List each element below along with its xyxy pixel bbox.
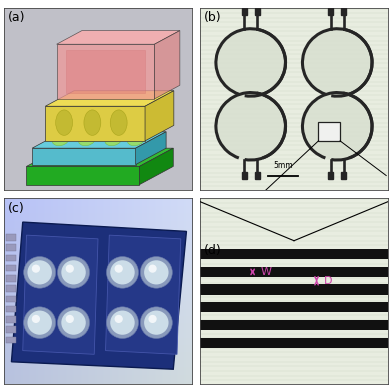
Bar xyxy=(6,296,16,302)
Polygon shape xyxy=(11,222,187,369)
Circle shape xyxy=(32,265,40,273)
Polygon shape xyxy=(56,44,154,99)
Circle shape xyxy=(65,265,74,273)
Bar xyxy=(200,284,388,295)
Circle shape xyxy=(61,310,86,335)
Text: W: W xyxy=(260,267,271,277)
Circle shape xyxy=(107,256,138,288)
Polygon shape xyxy=(56,31,180,44)
Circle shape xyxy=(140,307,172,338)
Circle shape xyxy=(27,260,52,284)
Polygon shape xyxy=(66,50,145,94)
Circle shape xyxy=(149,265,157,273)
Circle shape xyxy=(110,310,135,335)
Text: (b): (b) xyxy=(204,11,221,24)
Bar xyxy=(6,255,16,261)
Circle shape xyxy=(144,260,169,284)
Polygon shape xyxy=(32,132,166,148)
Circle shape xyxy=(140,256,172,288)
Bar xyxy=(200,267,388,277)
Circle shape xyxy=(65,315,74,323)
Text: 5mm: 5mm xyxy=(273,161,292,170)
Polygon shape xyxy=(27,148,173,166)
Circle shape xyxy=(144,310,169,335)
Bar xyxy=(6,265,16,272)
Circle shape xyxy=(216,93,285,160)
Polygon shape xyxy=(154,31,180,99)
Bar xyxy=(341,172,347,179)
Circle shape xyxy=(110,260,135,284)
Bar xyxy=(200,338,388,348)
Ellipse shape xyxy=(52,134,69,146)
Circle shape xyxy=(114,315,123,323)
Circle shape xyxy=(27,310,52,335)
Polygon shape xyxy=(32,148,136,165)
Bar xyxy=(241,172,247,179)
Text: (c): (c) xyxy=(8,202,24,215)
Bar xyxy=(255,8,260,15)
Circle shape xyxy=(149,315,157,323)
Bar xyxy=(6,286,16,292)
Circle shape xyxy=(32,315,40,323)
Circle shape xyxy=(24,307,56,338)
Circle shape xyxy=(216,29,285,96)
Circle shape xyxy=(114,265,123,273)
Bar xyxy=(318,122,340,141)
Bar xyxy=(6,306,16,312)
Bar xyxy=(6,275,16,282)
Circle shape xyxy=(24,256,56,288)
Circle shape xyxy=(58,256,89,288)
Bar xyxy=(6,244,16,251)
Ellipse shape xyxy=(78,134,95,146)
Text: D: D xyxy=(324,276,332,286)
Polygon shape xyxy=(45,106,145,141)
Bar xyxy=(200,302,388,312)
Bar xyxy=(328,172,333,179)
Bar xyxy=(328,8,333,15)
Ellipse shape xyxy=(110,110,127,135)
Ellipse shape xyxy=(84,110,101,135)
Polygon shape xyxy=(23,235,98,354)
Ellipse shape xyxy=(127,134,144,146)
Ellipse shape xyxy=(56,110,73,135)
Bar xyxy=(200,249,388,259)
Polygon shape xyxy=(140,148,173,185)
Bar xyxy=(341,8,347,15)
Bar xyxy=(241,8,247,15)
Bar xyxy=(255,172,260,179)
Text: (d): (d) xyxy=(204,244,221,258)
Polygon shape xyxy=(145,91,174,141)
Circle shape xyxy=(303,29,372,96)
Polygon shape xyxy=(105,235,181,354)
Circle shape xyxy=(61,260,86,284)
Polygon shape xyxy=(45,91,174,106)
Text: (a): (a) xyxy=(8,11,25,24)
Bar xyxy=(6,337,16,343)
Polygon shape xyxy=(136,132,166,165)
Bar xyxy=(6,316,16,323)
Circle shape xyxy=(58,307,89,338)
Bar xyxy=(6,326,16,333)
Bar xyxy=(6,234,16,241)
Polygon shape xyxy=(27,166,140,185)
Ellipse shape xyxy=(105,134,122,146)
Circle shape xyxy=(303,93,372,160)
Circle shape xyxy=(107,307,138,338)
Bar xyxy=(200,320,388,330)
